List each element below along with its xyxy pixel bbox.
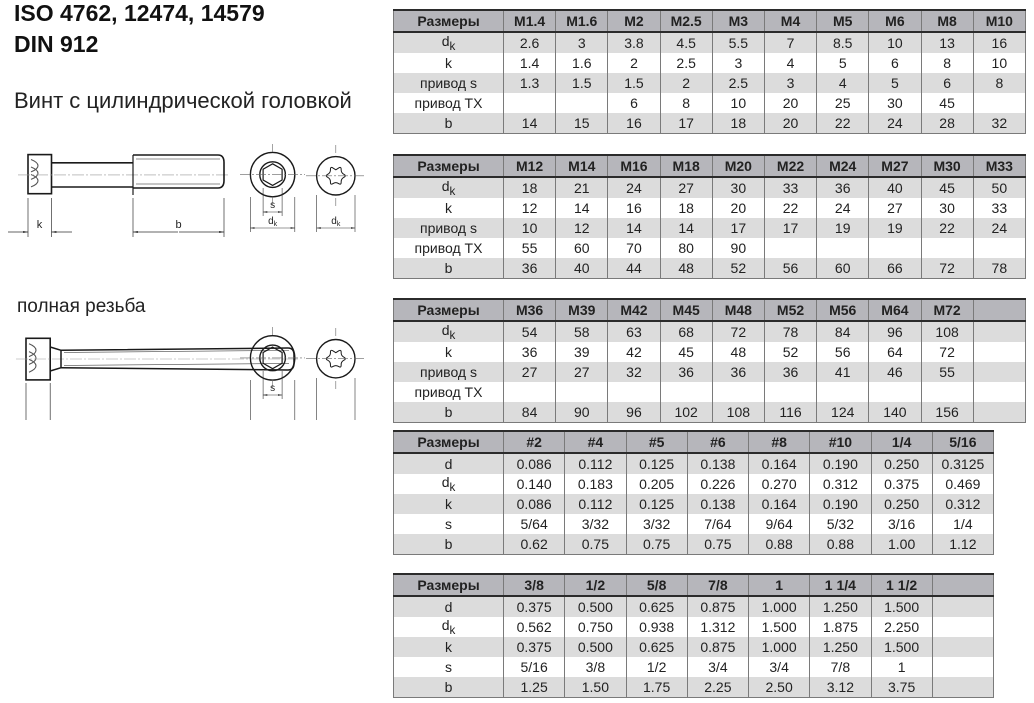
svg-text:dk: dk [331, 216, 341, 228]
svg-text:s: s [270, 383, 275, 394]
svg-text:dk: dk [268, 216, 278, 228]
svg-text:k: k [37, 219, 43, 231]
svg-text:b: b [175, 219, 181, 231]
svg-text:полная резьба: полная резьба [17, 296, 146, 317]
svg-text:s: s [270, 200, 275, 211]
